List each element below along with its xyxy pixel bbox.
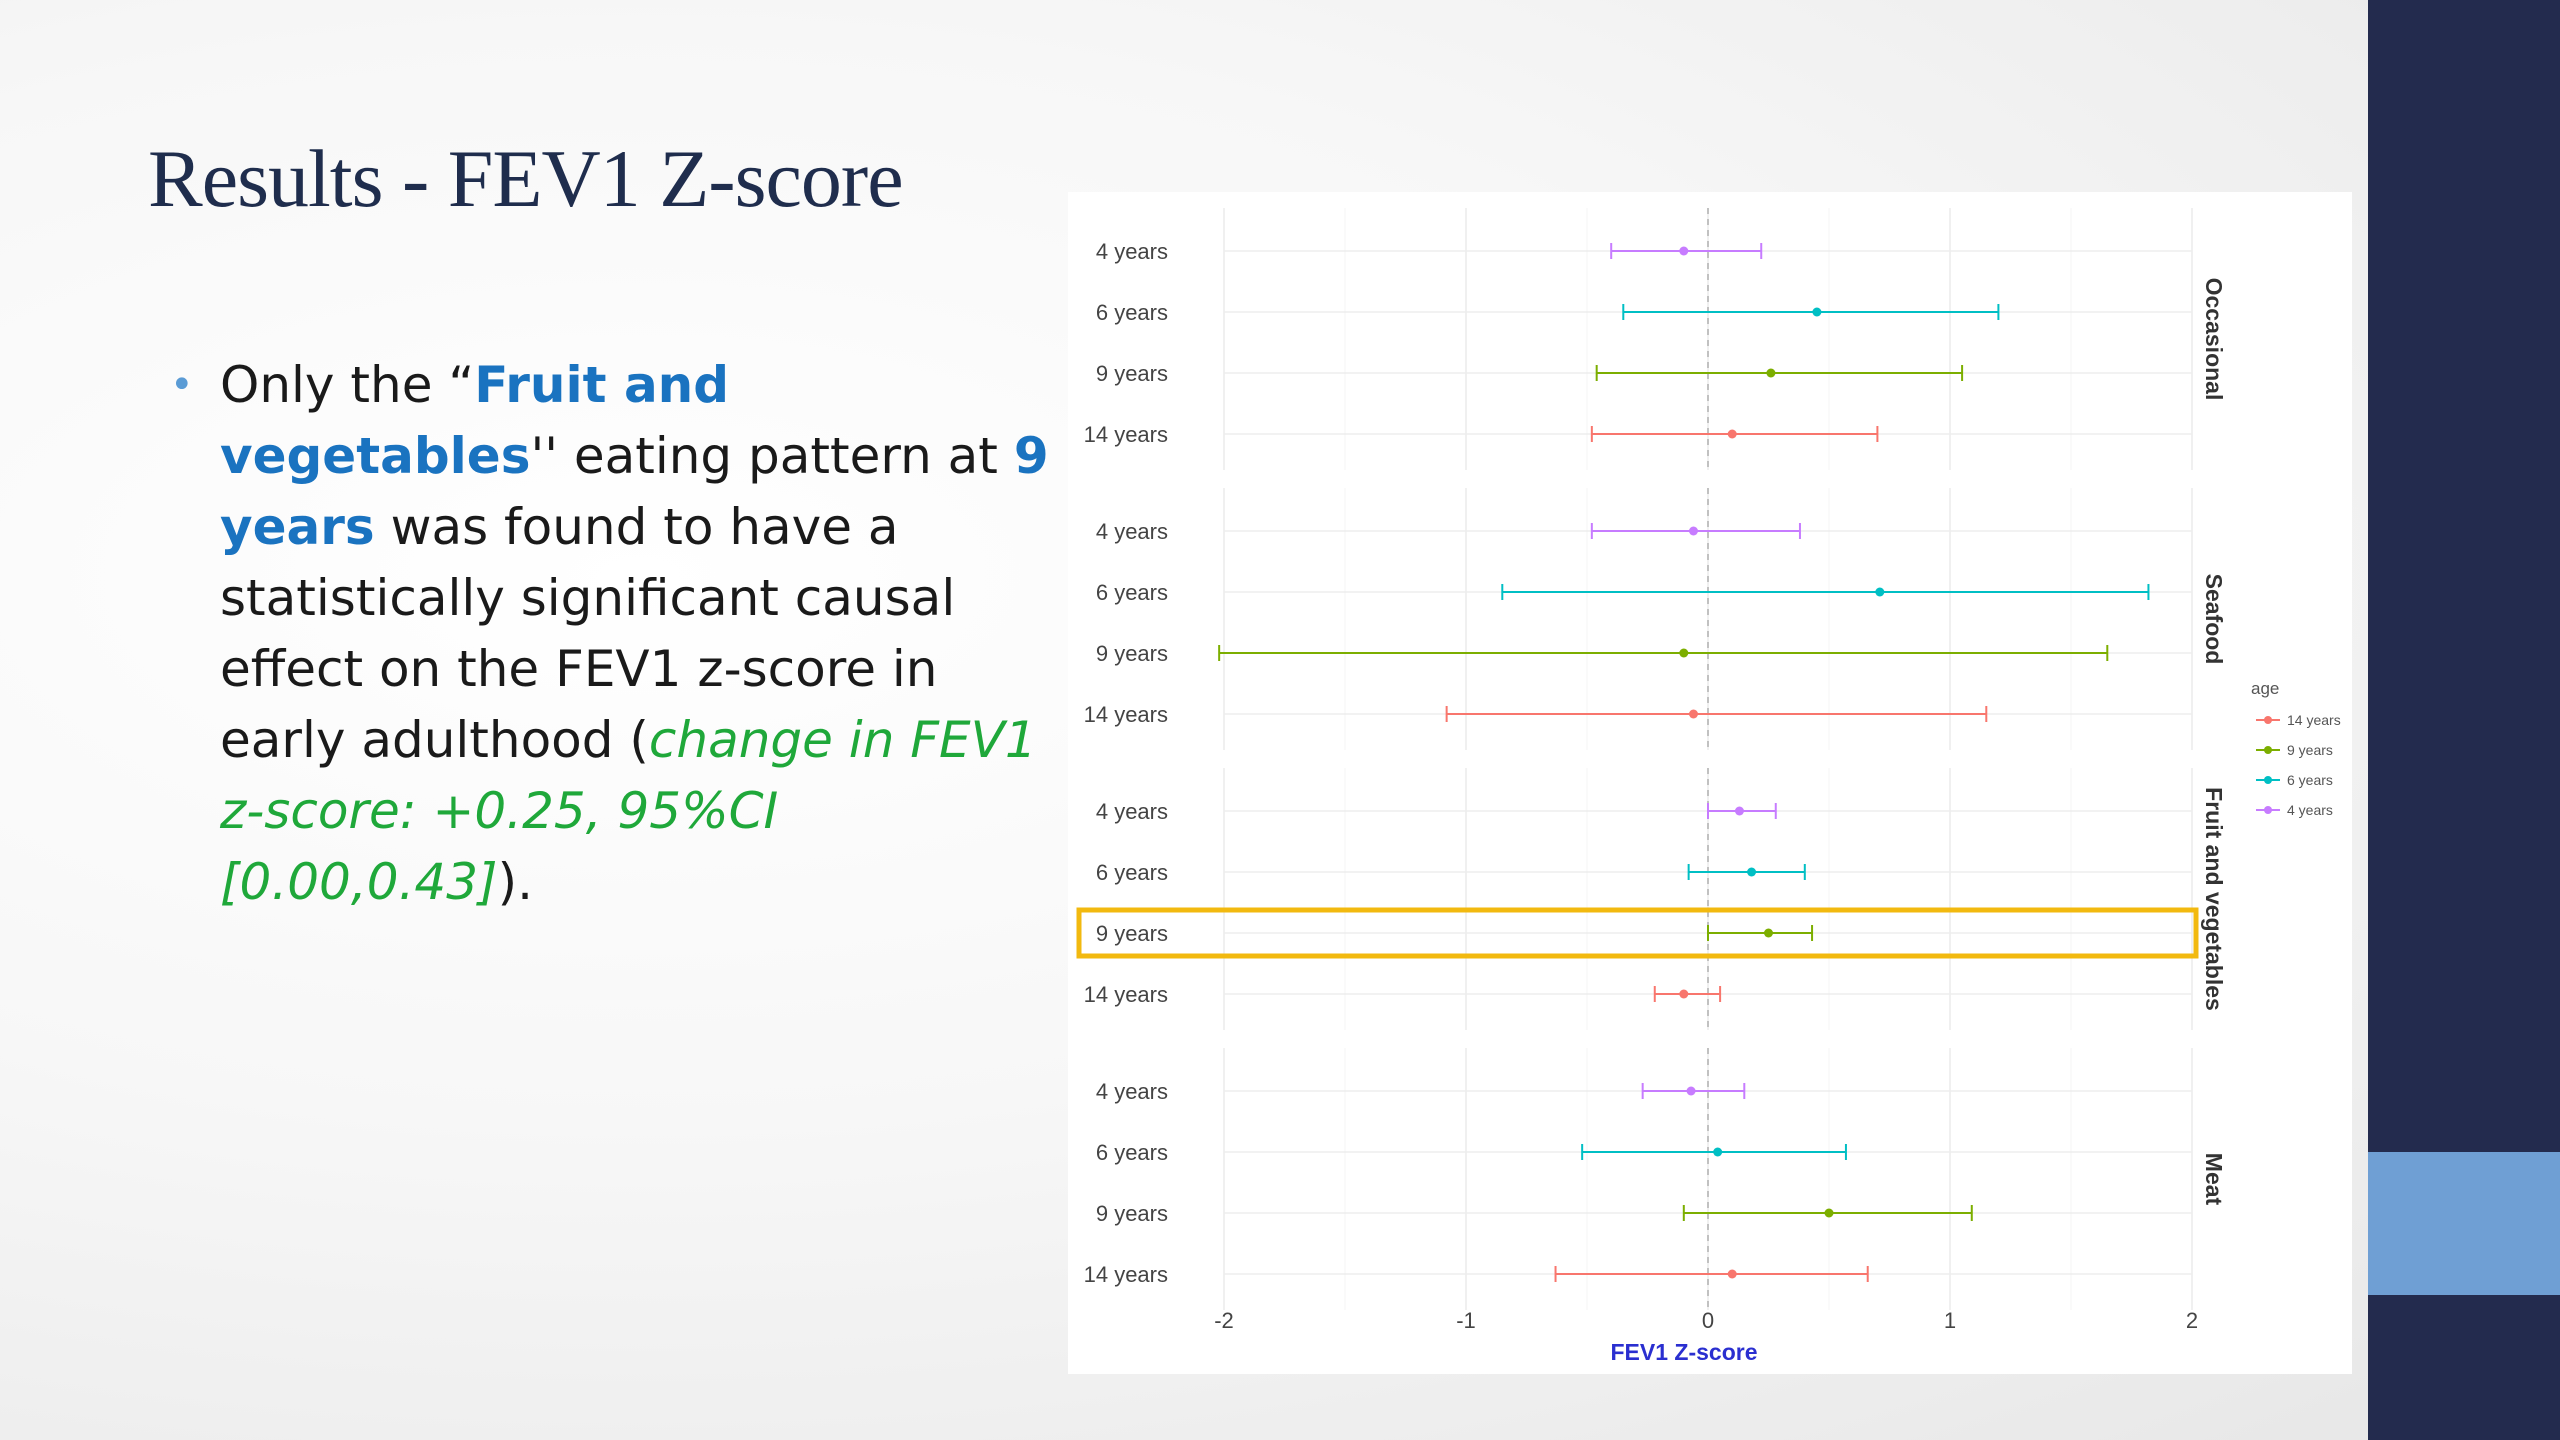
estimate-point (1713, 1147, 1723, 1157)
legend-key-point (2264, 806, 2272, 814)
pattern-highlight: Fruit and vegetables (220, 356, 730, 485)
estimate-point (1875, 587, 1885, 597)
x-tick-label: 2 (2186, 1308, 2198, 1333)
row-label: 4 years (1096, 519, 1168, 544)
legend-title: age (2251, 679, 2279, 698)
legend-key-point (2264, 746, 2272, 754)
estimate-point (1679, 648, 1689, 658)
legend-key-point (2264, 716, 2272, 724)
estimate-point (1727, 429, 1737, 439)
row-label: 9 years (1096, 1201, 1168, 1226)
estimate-point (1747, 867, 1757, 877)
row-label: 9 years (1096, 641, 1168, 666)
chart-panel: Occasional 4 years 6 years 9 years 14 years S… (1068, 192, 2352, 1374)
row-label: 14 years (1084, 422, 1168, 447)
legend-key-point (2264, 776, 2272, 784)
row-label: 6 years (1096, 580, 1168, 605)
row-label: 9 years (1096, 361, 1168, 386)
legend-label: 14 years (2287, 712, 2341, 728)
estimate-point (1764, 928, 1773, 938)
x-tick-label: 0 (1702, 1308, 1714, 1333)
estimate-point (1812, 307, 1822, 317)
effect-estimate-text: change in FEV1 z-score: +0.25, 95%CI [0.… (220, 711, 1037, 911)
bullet-point: • Only the “Fruit and vegetables'' eatin… (170, 350, 1052, 918)
row-label: 4 years (1096, 799, 1168, 824)
x-tick-label: -1 (1456, 1308, 1476, 1333)
legend-label: 9 years (2287, 742, 2333, 758)
bullet-text: Only the “Fruit and vegetables'' eating … (220, 350, 1052, 918)
x-tick-label: 1 (1944, 1308, 1956, 1333)
bullet-marker: • (170, 362, 194, 408)
bullet-text-part-3: '' eating pattern at (530, 427, 1014, 485)
panel-label: Fruit and vegetables (2201, 787, 2227, 1011)
row-label: 6 years (1096, 300, 1168, 325)
bullet-text-part-5: was found to have a statistically signif… (220, 498, 956, 769)
highlight-box (1076, 907, 2199, 959)
estimate-point (1824, 1208, 1834, 1218)
estimate-point (1727, 1269, 1737, 1279)
slide-title: Results - FEV1 Z-score (148, 133, 904, 224)
estimate-point (1686, 1086, 1696, 1096)
row-label: 9 years (1096, 921, 1168, 946)
row-label: 14 years (1084, 982, 1168, 1007)
row-label: 6 years (1096, 1140, 1168, 1165)
row-label: 4 years (1096, 239, 1168, 264)
age-highlight: 9 years (220, 427, 1049, 556)
panel-label: Seafood (2201, 574, 2227, 665)
legend-label: 4 years (2287, 802, 2333, 818)
estimate-point (1679, 989, 1689, 999)
slide-side-accent (2368, 1152, 2560, 1295)
row-label: 14 years (1084, 702, 1168, 727)
bullet-text-part-1: Only the “ (220, 356, 475, 414)
row-label: 6 years (1096, 860, 1168, 885)
row-label: 4 years (1096, 1079, 1168, 1104)
x-axis-title: FEV1 Z-score (1611, 1339, 1758, 1365)
row-label: 14 years (1084, 1262, 1168, 1287)
panel-label: Occasional (2201, 278, 2227, 401)
legend-label: 6 years (2287, 772, 2333, 788)
bullet-text-part-7: ). (497, 853, 533, 911)
estimate-point (1688, 709, 1698, 719)
estimate-point (1679, 246, 1689, 256)
estimate-point (1766, 368, 1776, 378)
estimate-point (1688, 526, 1698, 536)
x-tick-label: -2 (1214, 1308, 1234, 1333)
estimate-point (1734, 806, 1744, 816)
panel-label: Meat (2201, 1153, 2227, 1206)
